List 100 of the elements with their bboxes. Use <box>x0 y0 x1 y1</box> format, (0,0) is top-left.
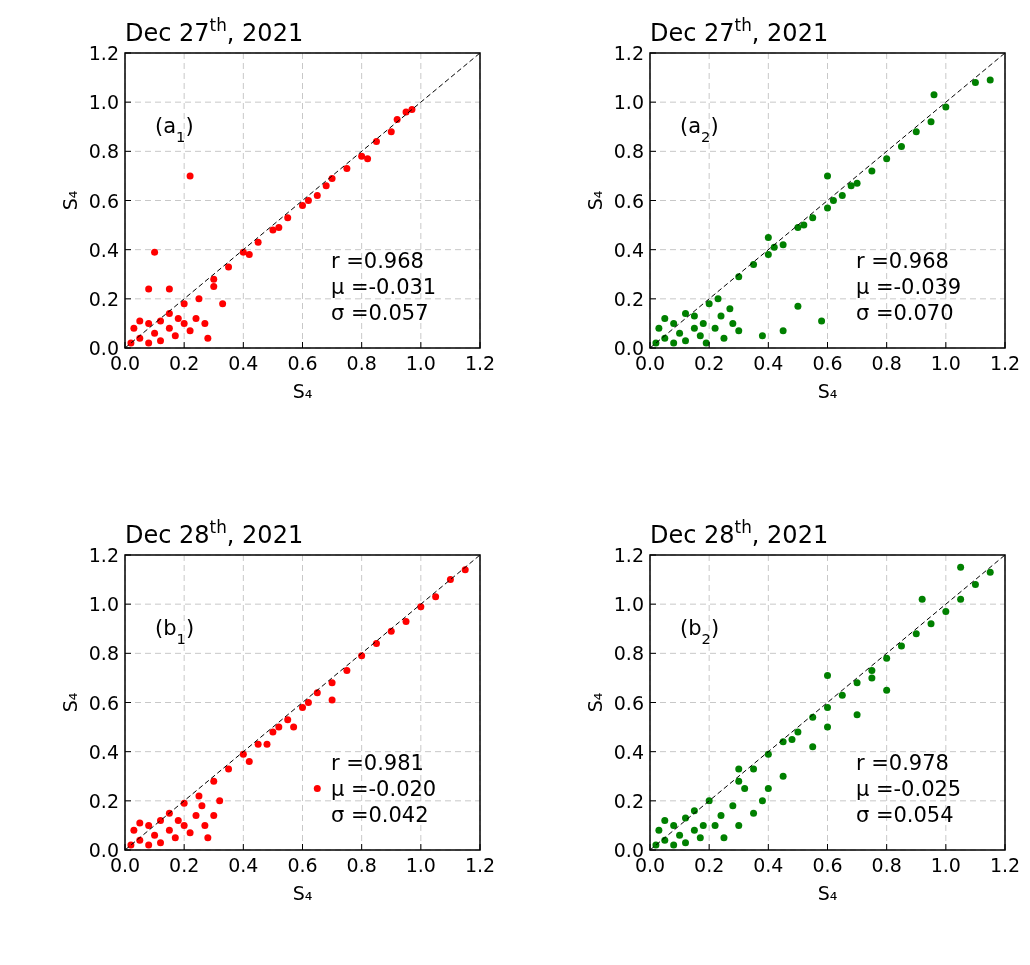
point <box>809 214 817 222</box>
y-tick-label: 1.2 <box>88 42 119 64</box>
point <box>670 319 678 327</box>
point <box>275 723 283 731</box>
point <box>254 238 262 246</box>
point <box>942 608 950 616</box>
point <box>299 201 306 209</box>
point <box>800 221 808 229</box>
x-tick-label: 0.4 <box>753 352 784 374</box>
annotation: (a$_{1}$) <box>155 113 194 145</box>
x-axis-title: S₄ <box>817 380 838 402</box>
point <box>853 711 861 719</box>
y-tick-label: 0.2 <box>88 287 119 310</box>
annotation: μ =-0.020 <box>330 777 437 801</box>
y-tick-label: 0.8 <box>88 642 119 665</box>
point <box>304 699 312 706</box>
annotation: r =0.968 <box>330 249 424 273</box>
annotation: σ =0.070 <box>855 301 954 325</box>
point <box>328 679 336 687</box>
x-tick-label: 1.0 <box>930 352 961 374</box>
point <box>201 821 209 829</box>
point <box>290 723 298 731</box>
point <box>750 809 758 817</box>
point <box>174 315 182 322</box>
point <box>269 226 277 234</box>
point <box>717 312 725 320</box>
point <box>210 812 218 820</box>
point <box>275 224 283 232</box>
x-tick-label: 0.6 <box>287 352 318 374</box>
x-tick-label: 0.2 <box>694 854 725 876</box>
annotation: μ =-0.025 <box>855 777 962 801</box>
chart-title: Dec 27$^{th}$, 2021 <box>125 15 304 47</box>
point <box>328 696 336 704</box>
y-tick-label: 1.2 <box>613 42 644 64</box>
point <box>157 839 164 847</box>
point <box>779 327 787 335</box>
x-tick-label: 0.4 <box>228 352 259 374</box>
point <box>824 172 831 180</box>
y-tick-label: 0.2 <box>88 789 119 812</box>
point <box>690 324 698 332</box>
point <box>927 620 935 628</box>
y-axis-title: S₄ <box>59 190 81 211</box>
x-tick-label: 1.2 <box>464 854 496 876</box>
annotation: r =0.978 <box>855 751 949 775</box>
point <box>957 563 965 571</box>
annotation: r =0.981 <box>330 751 424 775</box>
point <box>245 251 253 259</box>
point <box>130 324 138 332</box>
point <box>304 197 312 204</box>
point <box>729 802 737 810</box>
x-tick-label: 1.0 <box>405 854 436 876</box>
point <box>263 740 271 748</box>
chart-title: Dec 28$^{th}$, 2021 <box>650 517 829 549</box>
point <box>930 91 938 99</box>
point <box>676 831 684 839</box>
annotation: σ =0.042 <box>330 803 429 827</box>
y-tick-label: 0.6 <box>613 691 644 714</box>
point <box>824 671 831 679</box>
y-tick-label: 0.2 <box>613 789 644 812</box>
point <box>180 300 188 308</box>
point <box>171 834 179 842</box>
point <box>838 192 846 200</box>
point <box>788 735 796 743</box>
y-tick-label: 0.4 <box>613 238 644 261</box>
x-tick-label: 0.8 <box>346 352 377 374</box>
x-tick-label: 1.0 <box>405 352 436 374</box>
point <box>165 324 173 332</box>
point <box>758 332 766 340</box>
point <box>195 295 203 303</box>
point <box>918 595 926 603</box>
point <box>299 703 306 711</box>
x-tick-label: 1.2 <box>464 352 496 374</box>
point <box>717 812 725 820</box>
point <box>897 642 905 650</box>
x-axis-title: S₄ <box>292 380 313 402</box>
point <box>957 595 965 603</box>
point <box>180 319 188 327</box>
y-axis-title: S₄ <box>584 190 606 211</box>
point <box>912 630 920 638</box>
point <box>655 826 663 834</box>
point <box>764 251 772 259</box>
point <box>883 654 891 662</box>
point <box>322 182 330 190</box>
y-tick-label: 0.4 <box>88 740 119 763</box>
point <box>741 785 749 793</box>
point <box>210 283 218 291</box>
point <box>670 339 678 347</box>
point <box>130 826 138 834</box>
point <box>699 821 707 829</box>
point <box>219 300 227 308</box>
x-axis-title: S₄ <box>817 882 838 904</box>
point <box>254 740 262 748</box>
point <box>216 797 224 805</box>
point <box>313 785 321 793</box>
point <box>764 233 772 241</box>
point <box>829 197 837 204</box>
point <box>720 334 728 342</box>
point <box>358 152 366 160</box>
y-axis-title: S₄ <box>584 692 606 713</box>
y-tick-label: 0.2 <box>613 287 644 310</box>
